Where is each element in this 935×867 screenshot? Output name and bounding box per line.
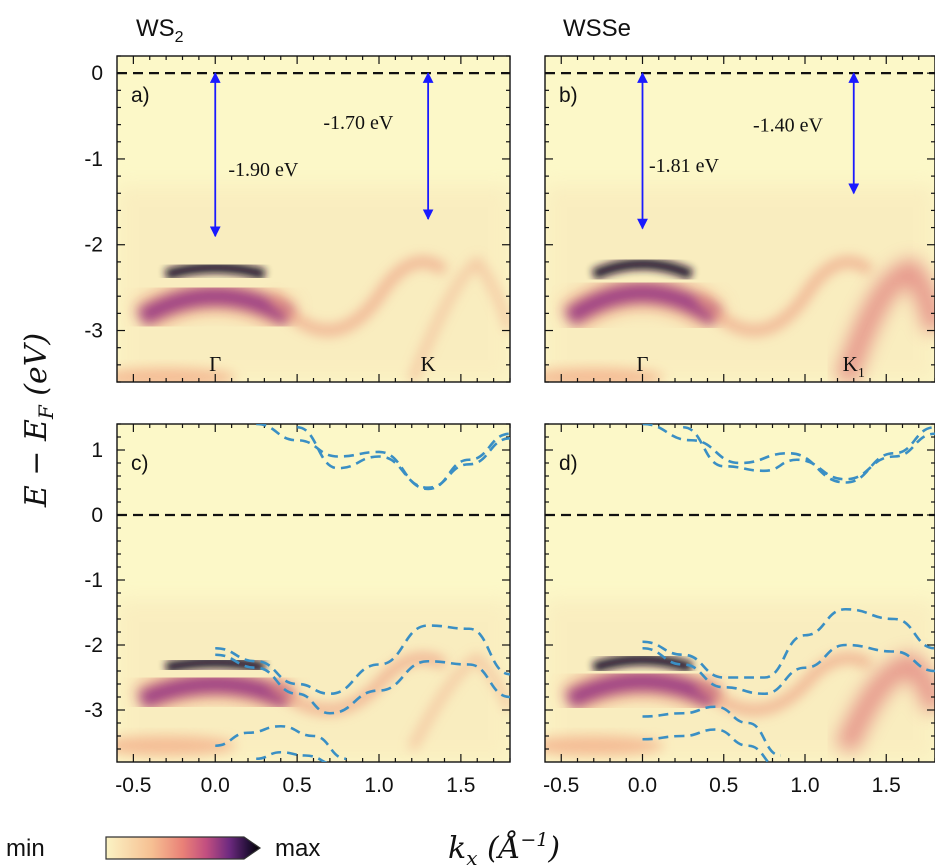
intensity-map xyxy=(117,184,510,382)
band-secondary xyxy=(268,256,448,336)
high-symmetry-text: Γ xyxy=(209,352,221,376)
gap-annotation-label: -1.90 eV xyxy=(228,159,299,181)
band-bottom xyxy=(545,735,664,756)
gap-annotation-label: -1.70 eV xyxy=(323,112,394,134)
band-k-right xyxy=(835,652,935,754)
y-tick-label: -2 xyxy=(84,234,103,257)
high-symmetry-text: K xyxy=(843,352,858,376)
colorbar-gradient xyxy=(105,836,262,860)
high-symmetry-text: K xyxy=(421,352,436,376)
diffuse-background xyxy=(117,184,510,382)
band-main xyxy=(565,672,720,709)
band-core xyxy=(592,654,693,673)
y-tick-label: 0 xyxy=(91,62,103,85)
high-symmetry-label: K1 xyxy=(843,352,865,381)
high-symmetry-label: Γ xyxy=(636,352,648,376)
gap-annotation-label: -1.40 eV xyxy=(753,114,824,136)
column-title-wsse: WSSe xyxy=(563,15,631,42)
high-symmetry-subscript: 1 xyxy=(858,366,865,381)
intensity-map xyxy=(545,599,935,762)
x-tick-label: 1.0 xyxy=(364,774,393,797)
dft-band-line xyxy=(256,424,510,491)
y-tick-label: -3 xyxy=(84,699,103,722)
x-tick-label: 1.5 xyxy=(446,774,475,797)
band-main xyxy=(564,283,721,326)
panel-d: -0.5 0.0 0.5 1.0 1.5 d) xyxy=(543,423,935,797)
dft-band-line xyxy=(642,607,935,679)
y-tick-label: 1 xyxy=(91,439,103,462)
y-tick-label: -1 xyxy=(84,569,103,592)
band-bottom xyxy=(545,367,664,382)
band-main xyxy=(137,675,293,709)
x-tick-label: -0.5 xyxy=(543,774,579,797)
dft-band-line xyxy=(642,424,935,484)
x-tick-label: 1.5 xyxy=(872,774,901,797)
colorbar: min max xyxy=(6,835,320,862)
y-tick-label: -2 xyxy=(84,634,103,657)
band-bottom xyxy=(117,735,237,756)
band-main xyxy=(137,287,294,326)
high-symmetry-text: Γ xyxy=(636,352,648,376)
panel-a: 0 -1 -2 -3 a) Γ K -1.90 eV -1.70 eV xyxy=(84,55,511,383)
band-k-right xyxy=(835,258,935,382)
x-tick-label: 0.0 xyxy=(628,774,657,797)
high-symmetry-label: Γ xyxy=(209,352,221,376)
y-tick-label: -3 xyxy=(84,320,103,343)
x-tick-label: -0.5 xyxy=(115,774,151,797)
colorbar-max-label: max xyxy=(275,835,320,862)
panel-label: d) xyxy=(559,452,578,475)
band-k-right xyxy=(408,256,510,382)
y-tick-label: -1 xyxy=(84,148,103,171)
panel-label: a) xyxy=(131,84,150,107)
band-secondary xyxy=(269,653,448,715)
panel-b: b) Γ K1 -1.81 eV -1.40 eV xyxy=(544,55,935,383)
intensity-map xyxy=(117,599,510,762)
diffuse-background xyxy=(545,184,935,382)
y-axis-title: E − EF (eV) xyxy=(19,333,58,508)
panel-label: b) xyxy=(559,84,578,107)
band-bottom xyxy=(117,367,237,382)
band-k-right xyxy=(408,653,510,751)
x-axis-title: kx (Å−1) xyxy=(448,829,560,867)
dft-band-line xyxy=(215,653,510,715)
gap-annotation-label: -1.81 eV xyxy=(649,155,720,177)
x-tick-label: 0.5 xyxy=(709,774,738,797)
intensity-map xyxy=(545,184,935,382)
band-core xyxy=(591,258,694,280)
dft-band-line xyxy=(642,643,935,696)
panel-label: c) xyxy=(131,452,149,475)
band-secondary xyxy=(695,256,874,336)
colorbar-min-label: min xyxy=(6,835,45,862)
x-tick-label: 0.5 xyxy=(283,774,312,797)
panel-c: 1 0 -1 -2 -3 -0.5 0.0 0.5 1.0 1.5 c) xyxy=(84,423,511,797)
band-secondary xyxy=(696,653,873,715)
dft-band-line xyxy=(215,724,347,761)
dft-band-line xyxy=(682,425,935,481)
dft-band-line xyxy=(256,750,328,762)
dft-band-line xyxy=(215,624,510,696)
column-title-ws2: WS2 xyxy=(136,15,184,46)
band-core xyxy=(164,262,266,281)
band-core xyxy=(164,656,266,674)
y-tick-label: 0 xyxy=(91,504,103,527)
x-tick-label: 0.0 xyxy=(201,774,230,797)
dft-band-line xyxy=(296,425,510,490)
x-tick-label: 1.0 xyxy=(790,774,819,797)
high-symmetry-label: K xyxy=(421,352,436,376)
